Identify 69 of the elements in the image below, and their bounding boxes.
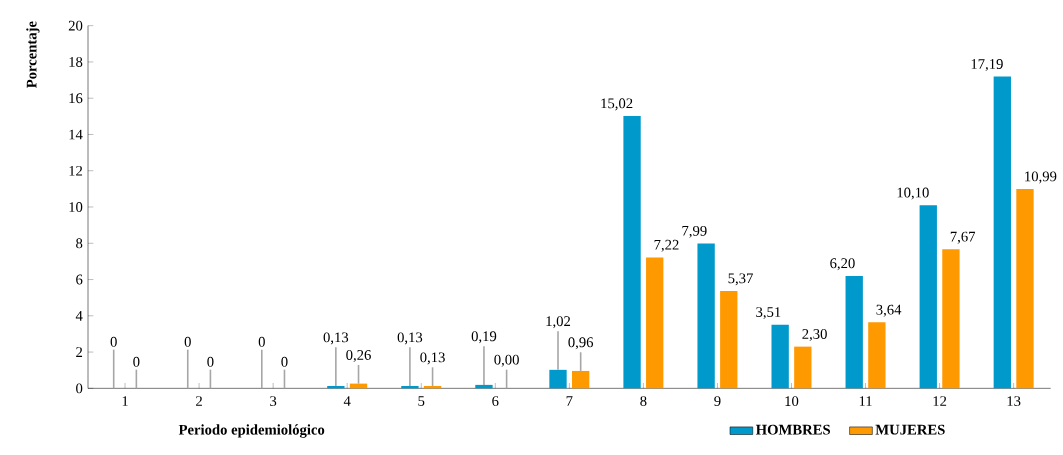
bar <box>623 115 641 389</box>
data-label: 0 <box>281 356 288 367</box>
bar <box>794 346 812 389</box>
data-label: 5,37 <box>728 273 753 286</box>
y-tick-label: 2 <box>76 347 83 357</box>
data-label: 0 <box>184 336 191 347</box>
x-tick-label: 1 <box>122 396 128 406</box>
y-tick-label: 20 <box>68 20 83 31</box>
data-label: 0,00 <box>494 354 519 367</box>
bar <box>646 257 664 389</box>
data-label: 10,10 <box>897 187 929 200</box>
data-label: 0,96 <box>568 337 594 350</box>
data-label: 17,19 <box>971 59 1003 72</box>
bar <box>572 370 590 389</box>
x-tick-label: 12 <box>933 396 947 406</box>
x-tick-label: 10 <box>785 396 799 407</box>
x-tick-label: 8 <box>640 396 647 407</box>
x-axis-title: Periodo epidemiológico <box>178 424 325 438</box>
data-label: 0,26 <box>346 350 371 363</box>
bar <box>771 324 789 389</box>
bar <box>720 290 738 389</box>
x-tick-label: 3 <box>270 396 277 407</box>
x-tick-label: 6 <box>492 396 499 407</box>
bar <box>942 249 960 389</box>
y-tick-label: 16 <box>69 93 83 104</box>
y-tick-label: 6 <box>76 274 83 285</box>
y-tick-label: 0 <box>76 383 83 394</box>
y-tick-label: 8 <box>76 238 83 249</box>
y-tick-label: 12 <box>69 165 83 176</box>
x-tick-label: 5 <box>418 396 425 406</box>
data-label: 0 <box>133 356 140 367</box>
data-label: 15,02 <box>601 98 633 111</box>
data-label: 0,13 <box>397 332 423 345</box>
y-tick-label: 10 <box>69 202 83 212</box>
data-label: 7,99 <box>682 225 707 238</box>
bar <box>993 76 1011 389</box>
data-label: 2,30 <box>802 329 827 342</box>
bar <box>697 243 715 389</box>
x-tick-label: 9 <box>714 396 721 407</box>
data-label: 6,20 <box>830 258 855 271</box>
data-label: 0 <box>207 356 214 367</box>
x-tick-label: 7 <box>566 396 573 406</box>
y-tick-label: 18 <box>69 57 83 67</box>
data-label: 0,19 <box>471 331 497 344</box>
data-label: 0 <box>258 336 265 347</box>
y-axis-title: Porcentaje <box>26 21 40 89</box>
data-label: 10,99 <box>1025 171 1057 184</box>
x-tick-label: 2 <box>196 396 202 406</box>
data-label: 3,51 <box>756 307 781 320</box>
data-label: 0 <box>110 336 117 347</box>
data-label: 0,13 <box>323 332 349 345</box>
data-label: 7,67 <box>950 231 976 244</box>
legend-label: MUJERES <box>875 424 945 435</box>
legend-label: HOMBRES <box>755 424 831 435</box>
bar <box>1016 189 1034 389</box>
x-tick-label: 13 <box>1007 396 1021 407</box>
bar <box>475 384 493 389</box>
y-tick-label: 4 <box>75 310 83 321</box>
x-tick-label: 4 <box>343 396 351 406</box>
bar <box>868 322 886 389</box>
bar <box>549 369 567 389</box>
data-label: 3,64 <box>876 304 902 317</box>
data-label: 7,22 <box>654 239 679 252</box>
x-tick-label: 11 <box>859 396 872 406</box>
y-tick-label: 14 <box>69 129 83 140</box>
data-label: 1,02 <box>546 316 571 329</box>
data-label: 0,13 <box>420 352 445 365</box>
bar <box>845 275 863 389</box>
bar <box>919 205 937 389</box>
